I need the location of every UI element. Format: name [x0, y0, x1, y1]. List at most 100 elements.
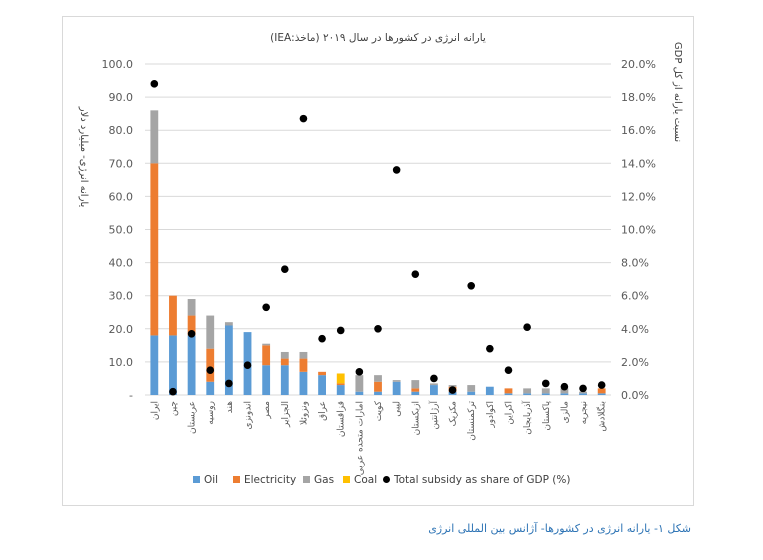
bar-oil [392, 381, 401, 395]
right-tick-label: 18.0% [621, 91, 656, 104]
category-label: ایران [150, 401, 160, 420]
category-label: قزاقستان [337, 401, 347, 437]
category-label: پاکستان [542, 401, 552, 431]
category-labels: ایران چین عربستان روسیه هند اندونزی مصر الجزایر… [150, 400, 607, 475]
bar-series [150, 110, 606, 395]
bar-electricity [318, 371, 326, 376]
bar-oil [430, 385, 438, 395]
bar-oil [280, 365, 289, 395]
bar-oil [355, 391, 364, 395]
bar-oil [541, 393, 550, 395]
bar-gas [541, 388, 550, 394]
gdp-share-point [187, 329, 196, 338]
category-label: چین [169, 401, 179, 416]
bar-gas [411, 380, 420, 389]
category-label: مکزیک [449, 401, 459, 426]
category-label: اکوادور [486, 401, 496, 429]
right-axis-title: نسبت یارانه از کل GDP [672, 42, 683, 142]
bar-oil [597, 393, 606, 395]
gdp-share-point [430, 374, 438, 383]
bar-electricity [150, 163, 159, 336]
bar-electricity [187, 315, 196, 336]
category-label: اکراین [504, 401, 514, 425]
category-label: روسیه [206, 401, 216, 425]
bar-gas [374, 375, 382, 382]
bar-electricity [299, 358, 308, 372]
legend-swatch [383, 476, 390, 483]
bar-electricity [597, 388, 606, 394]
legend-label: Oil [204, 474, 218, 486]
category-label: هند [225, 401, 235, 413]
gdp-share-point [299, 114, 308, 123]
right-tick-label: 10.0% [621, 224, 656, 237]
right-axis-ticks: 0.0% 2.0% 4.0% 6.0% 8.0% 10.0% 12.0% 14.0% 16.0%… [621, 58, 656, 402]
bar-electricity [280, 358, 289, 366]
bar-gas [355, 375, 364, 392]
bar-oil [169, 335, 177, 395]
bar-gas [448, 385, 457, 387]
bar-gas [187, 299, 196, 316]
legend-label: Coal [354, 474, 377, 486]
legend-swatch [193, 476, 200, 483]
bar-gas [467, 385, 476, 392]
bar-oil [485, 386, 494, 395]
right-tick-label: 0.0% [621, 389, 649, 402]
legend-swatch [233, 476, 240, 483]
gdp-share-point [411, 270, 420, 278]
gdp-share-point [243, 361, 252, 370]
category-label: امارات متحده عربی [355, 401, 365, 475]
bar-oil [299, 371, 308, 395]
bar-oil [150, 335, 159, 395]
bar-gas [299, 351, 308, 359]
category-label: ازبکستان [411, 401, 421, 435]
bar-oil [411, 391, 420, 395]
bar-oil [206, 381, 215, 395]
category-label: بنگلادش [596, 401, 608, 432]
left-tick-label: 100.0 [102, 58, 134, 71]
left-tick-label: - [129, 389, 133, 402]
gdp-share-point [169, 387, 177, 396]
gdp-share-point [504, 366, 513, 374]
gdp-share-point [225, 379, 233, 388]
gdp-share-point [597, 381, 606, 389]
category-label: آذربایجان [521, 401, 533, 435]
gdp-share-point [467, 281, 476, 290]
left-tick-label: 30.0 [109, 290, 134, 303]
category-label: کویت [374, 400, 384, 421]
energy-subsidy-chart: یارانه انرژی در کشورها در سال ۲۰۱۹ (ماخذ… [78, 32, 683, 486]
category-label: عربستان [188, 401, 198, 434]
gdp-share-point [336, 326, 345, 335]
gdp-share-point [150, 80, 159, 88]
gdp-share-point [392, 166, 401, 174]
bar-electricity [206, 348, 215, 382]
right-tick-label: 4.0% [621, 323, 649, 336]
left-tick-label: 90.0 [109, 91, 134, 104]
category-label: لیبی [393, 401, 403, 417]
legend-swatch [343, 476, 350, 483]
gdp-share-point [355, 368, 364, 376]
right-tick-label: 12.0% [621, 190, 656, 203]
gdp-share-point [486, 344, 494, 353]
bar-gas [392, 380, 401, 382]
legend-label: Gas [314, 474, 334, 486]
left-tick-label: 50.0 [109, 224, 134, 237]
gdp-share-point [318, 334, 326, 343]
scatter-series [150, 80, 606, 396]
left-axis-ticks: - 10.0 20.0 30.0 40.0 50.0 60.0 70.0 80.0 90.0 100… [102, 58, 134, 402]
left-axis-title: یارانه انرژی- میلیارد دلار [78, 106, 89, 208]
left-tick-label: 80.0 [109, 124, 134, 137]
bar-oil [467, 391, 476, 395]
category-label: عراق [318, 401, 328, 421]
gridlines [145, 63, 611, 396]
chart-frame: یارانه انرژی در کشورها در سال ۲۰۱۹ (ماخذ… [62, 16, 694, 506]
bar-electricity [169, 295, 177, 336]
bar-gas [579, 391, 587, 394]
category-label: آرژانتین [428, 401, 440, 430]
legend: Oil Electricity Gas Coal Total subsidy as sh… [193, 474, 570, 486]
bar-oil [262, 365, 271, 395]
right-tick-label: 2.0% [621, 356, 649, 369]
bar-gas [262, 343, 271, 346]
gdp-share-point [541, 379, 550, 388]
bar-electricity [336, 383, 345, 386]
legend-label: Total subsidy as share of GDP (%) [393, 474, 570, 486]
